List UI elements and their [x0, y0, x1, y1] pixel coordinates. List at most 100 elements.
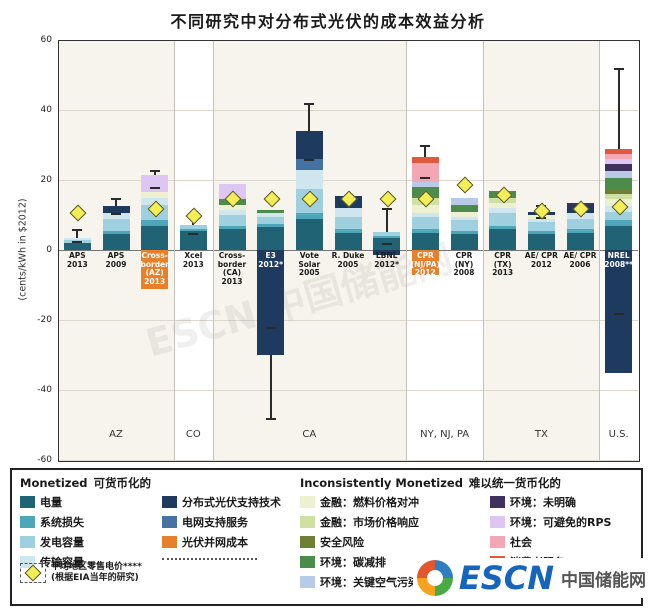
legend-column-monetized-1: 电量系统损失发电容量传输容量	[20, 494, 84, 574]
gridline	[58, 390, 638, 391]
gridline	[58, 110, 638, 111]
bar-segment	[295, 131, 323, 159]
bar-segment	[218, 215, 246, 226]
gridline	[58, 320, 638, 321]
bar-label: LBNL 2012*	[374, 251, 400, 269]
bar-segment	[489, 225, 517, 229]
bar-segment	[605, 225, 633, 250]
legend-row: 发电容量	[20, 534, 84, 550]
bar-label: R. Duke 2005	[331, 251, 365, 269]
legend-swatch-gen_capacity	[20, 536, 35, 548]
y-tick-label: -60	[37, 455, 52, 465]
bar-segment	[334, 229, 362, 233]
bar-segment	[450, 234, 478, 250]
zero-line	[58, 250, 638, 251]
legend-header-monetized: Monetized 可货币化的	[20, 475, 151, 491]
retail-rate-diamond-frame	[20, 562, 46, 583]
bar-segment	[141, 192, 169, 198]
bar-neg-segment	[411, 250, 439, 275]
legend-label-energy: 电量	[40, 496, 62, 509]
bar-segment	[527, 234, 555, 250]
escn-logo-wheel-icon	[416, 560, 453, 596]
bar-segment	[527, 230, 555, 235]
bar-label: E3 2012*	[258, 251, 284, 269]
error-bar	[269, 327, 272, 418]
legend-row: 金融：市场价格响应	[300, 514, 430, 530]
bar-label: NREL 2008**	[604, 251, 634, 269]
bar-neg-segment	[141, 250, 169, 289]
legend-row: 环境：未明确	[490, 494, 611, 510]
legend-row: 社会	[490, 534, 611, 550]
bar-segment	[411, 216, 439, 229]
bar-segment	[605, 164, 633, 172]
error-cap	[111, 197, 121, 200]
bar-segment	[411, 157, 439, 163]
error-cap	[72, 229, 83, 231]
bar-segment	[605, 153, 633, 159]
dotted-line-sample	[162, 558, 257, 560]
chart-title: 不同研究中对分布式光伏的成本效益分析	[170, 12, 486, 31]
bar-segment	[450, 211, 478, 217]
bar-segment	[102, 213, 130, 219]
group-separator	[174, 40, 175, 460]
legend-column-inconsistent-1: 金融：燃料价格对冲金融：市场价格响应安全风险环境：碳减排环境：关键空气污染物	[300, 494, 430, 594]
legend-label-trans_capacity: 传输容量	[40, 556, 84, 569]
error-cap	[420, 145, 431, 147]
bar-segment	[373, 236, 401, 238]
bar-segment	[295, 218, 323, 250]
bar-segment	[179, 225, 207, 229]
legend-header-inconsistent: Inconsistently Monetized 难以统一货币化的	[300, 475, 561, 491]
region-label: CO	[185, 428, 201, 440]
legend-label-security: 安全风险	[320, 536, 364, 549]
bar-segment	[218, 209, 246, 215]
bar-segment	[218, 225, 246, 229]
error-bar	[115, 197, 117, 214]
legend-label-fuel_hedge: 金融：燃料价格对冲	[320, 496, 419, 509]
legend-label-losses: 系统损失	[40, 516, 84, 529]
error-cap	[265, 418, 276, 420]
y-tick-label: 60	[40, 35, 52, 45]
legend-swatch-env_other	[490, 496, 505, 508]
legend-header-inconsistent-zh: 难以统一货币化的	[468, 476, 561, 490]
region-label: AZ	[109, 428, 123, 440]
escn-logo-text: ESCN	[458, 559, 554, 597]
retail-rate-diamond-icon	[24, 564, 42, 581]
error-cap	[381, 208, 392, 210]
legend-label-air_pollutants: 环境：关键空气污染物	[320, 576, 430, 589]
legend-label-carbon: 环境：碳减排	[320, 556, 386, 569]
bar-segment	[257, 216, 285, 224]
legend-label-social: 社会	[510, 536, 532, 549]
bar-segment	[605, 220, 633, 226]
y-tick-label: -40	[37, 385, 52, 395]
legend-swatch-dpv_support	[162, 496, 177, 508]
group-separator	[212, 40, 214, 460]
bar-segment	[411, 213, 439, 217]
bar-segment	[141, 174, 169, 193]
legend-row: 电量	[20, 494, 84, 510]
bar-segment	[334, 208, 362, 217]
bar-segment	[605, 159, 633, 165]
error-cap	[149, 187, 160, 189]
error-cap	[265, 327, 276, 329]
bar-segment	[141, 220, 169, 226]
bar-segment	[489, 213, 517, 226]
legend-label-rps: 环境：可避免的RPS	[510, 516, 612, 529]
legend-header-monetized-zh: 可货币化的	[93, 476, 152, 490]
bar-segment	[334, 216, 362, 229]
error-cap	[420, 176, 431, 179]
error-bar	[385, 208, 388, 243]
bar-segment	[179, 228, 207, 231]
bar-label: CPR (NY) 2008	[453, 251, 475, 277]
bar-segment	[411, 232, 439, 250]
legend-swatch-air_pollutants	[300, 576, 315, 588]
region-label: U.S.	[608, 428, 629, 440]
error-cap	[304, 159, 315, 161]
bar-segment	[295, 169, 323, 189]
legend-header-inconsistent-en: Inconsistently Monetized	[300, 476, 463, 490]
retail-rate-label: 平均地区零售电价**** (根据EIA当年的研究)	[51, 562, 142, 583]
bar-segment	[566, 229, 594, 233]
legend-row: 环境：可避免的RPS	[490, 514, 611, 530]
bar-segment	[566, 232, 594, 250]
bar-segment	[489, 208, 517, 214]
